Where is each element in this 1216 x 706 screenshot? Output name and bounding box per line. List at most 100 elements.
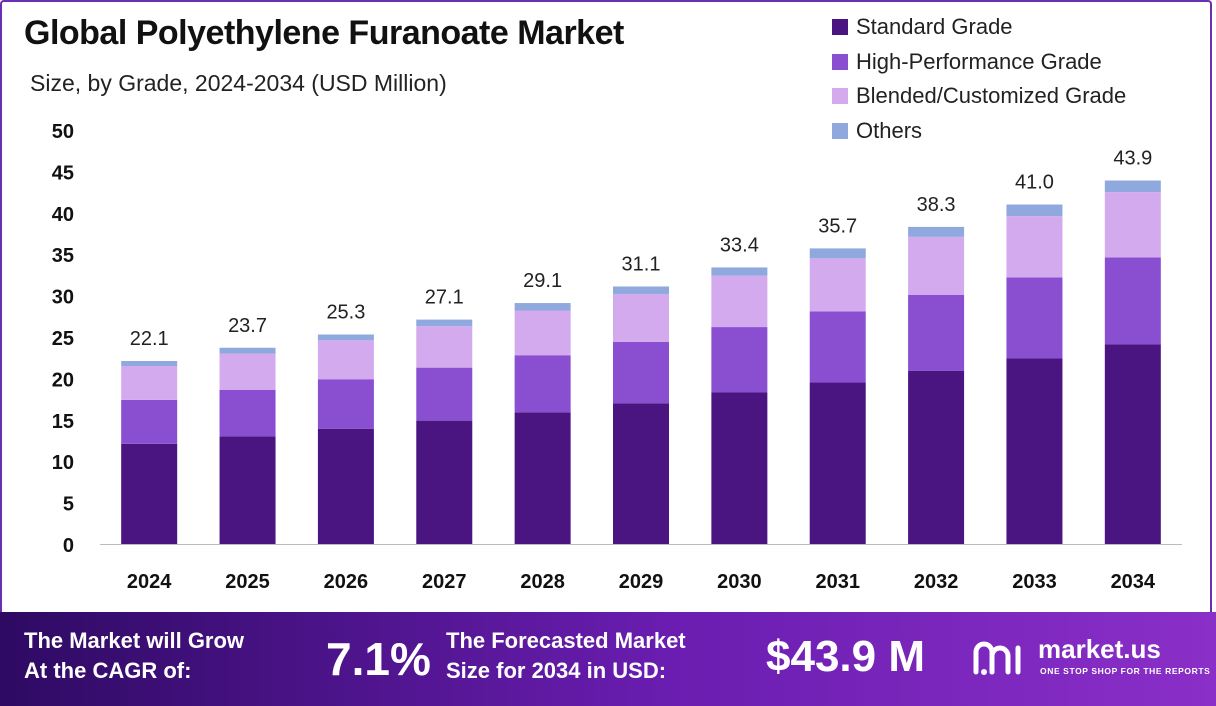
bar-segment-blended-customized-grade [219,353,276,390]
x-tick-label: 2024 [127,571,172,593]
bar-segment-others [1104,180,1161,193]
legend-label: Standard Grade [856,14,1013,40]
bar-segment-others [1006,204,1063,217]
forecast-label: The Forecasted Market Size for 2034 in U… [446,626,686,686]
x-tick-label: 2031 [815,571,860,593]
bar-segment-standard-grade [121,443,178,544]
bar-total-label: 35.7 [818,215,857,237]
bar-segment-blended-customized-grade [416,326,473,368]
bar-total-label: 25.3 [326,302,365,324]
cagr-label: The Market will Grow At the CAGR of: [24,626,244,686]
x-tick-label: 2025 [225,571,270,593]
forecast-value: $43.9 M [766,632,925,681]
bar-segment-high-performance-grade [613,341,669,404]
bar-segment-blended-customized-grade [809,258,866,312]
bar-segment-blended-customized-grade [1006,216,1063,278]
bar-segment-blended-customized-grade [121,365,178,400]
legend-swatch [832,88,848,105]
bar-segment-high-performance-grade [514,355,571,413]
bar-segment-high-performance-grade [121,399,178,444]
bar-total-label: 38.3 [917,194,956,216]
bar-total-label: 31.1 [622,253,661,275]
x-tick-label: 2034 [1111,571,1156,593]
bar-segment-standard-grade [219,436,276,544]
y-tick-label: 35 [52,245,74,267]
cagr-label-line2: At the CAGR of: [24,658,192,683]
bar-segment-others [613,286,669,294]
bar-segment-blended-customized-grade [514,310,571,356]
y-tick-label: 50 [52,121,74,143]
bar-segment-standard-grade [613,403,669,544]
legend-item: Others [832,114,1126,149]
bar-segment-others [317,334,374,341]
legend-swatch [832,53,848,70]
bar-segment-others [219,347,276,354]
chart-legend: Standard Grade High-Performance Grade Blen… [832,10,1126,148]
bar-segment-high-performance-grade [1104,257,1161,345]
bar-total-label: 33.4 [720,234,759,256]
bar-total-label: 41.0 [1015,172,1054,194]
footer-banner: The Market will Grow At the CAGR of: 7.1… [0,612,1216,706]
y-tick-label: 5 [63,494,74,516]
bar-segment-standard-grade [908,370,965,544]
bar-segment-high-performance-grade [219,389,276,437]
legend-item: Blended/Customized Grade [832,79,1126,114]
bar-segment-high-performance-grade [317,379,374,429]
bar-segment-standard-grade [809,382,866,544]
bar-segment-standard-grade [514,412,571,544]
bar-segment-standard-grade [1104,344,1161,544]
bar-segment-others [514,303,571,311]
brand-name: market.us [1038,634,1161,664]
y-tick-label: 15 [52,411,74,433]
bar-segment-standard-grade [317,428,374,544]
cagr-label-line1: The Market will Grow [24,628,245,653]
bar-segment-blended-customized-grade [1104,192,1161,258]
bar-segment-high-performance-grade [908,294,965,371]
y-tick-label: 30 [52,287,74,309]
y-tick-label: 25 [52,328,74,350]
legend-label: High-Performance Grade [856,48,1102,74]
y-tick-label: 10 [52,452,74,474]
bar-segment-blended-customized-grade [908,236,965,295]
bar-segment-standard-grade [1006,358,1063,544]
forecast-label-line1: The Forecasted Market [446,628,686,653]
chart-title: Global Polyethylene Furanoate Market [24,14,624,52]
y-tick-label: 20 [52,369,74,391]
bar-total-label: 27.1 [425,287,464,309]
bar-total-label: 22.1 [130,328,169,350]
bar-segment-blended-customized-grade [613,293,669,342]
x-tick-label: 2033 [1012,571,1057,593]
x-tick-label: 2026 [324,571,369,593]
bar-segment-others [121,361,178,366]
x-tick-label: 2030 [717,571,762,593]
bar-total-label: 43.9 [1113,148,1152,170]
bar-segment-standard-grade [711,392,768,544]
x-tick-label: 2032 [914,571,959,593]
bar-segment-others [416,319,473,327]
bar-segment-blended-customized-grade [711,275,768,328]
legend-label: Blended/Customized Grade [856,83,1127,109]
legend-swatch [832,19,848,36]
stacked-bar-chart: 0510152025303540455022.1202423.7202525.3… [52,121,1182,593]
legend-item: High-Performance Grade [832,45,1126,80]
bar-segment-blended-customized-grade [317,340,374,380]
market-us-logo-icon [973,641,1021,675]
legend-swatch [832,122,848,139]
bar-total-label: 29.1 [523,270,562,292]
bar-segment-others [908,226,965,237]
x-tick-label: 2027 [422,571,467,593]
bar-segment-high-performance-grade [809,311,866,383]
x-tick-label: 2028 [520,571,565,593]
brand-tagline: ONE STOP SHOP FOR THE REPORTS [1040,666,1211,676]
cagr-value: 7.1% [326,633,431,685]
legend-label: Others [856,117,923,143]
bar-segment-others [711,267,768,276]
bar-segment-high-performance-grade [416,367,473,421]
bar-total-label: 23.7 [228,315,267,337]
bar-segment-high-performance-grade [1006,277,1063,359]
bar-segment-standard-grade [416,420,473,544]
bar-segment-high-performance-grade [711,327,768,393]
legend-item: Standard Grade [832,10,1126,45]
y-tick-label: 0 [63,535,74,557]
chart-subtitle: Size, by Grade, 2024-2034 (USD Million) [30,70,447,96]
